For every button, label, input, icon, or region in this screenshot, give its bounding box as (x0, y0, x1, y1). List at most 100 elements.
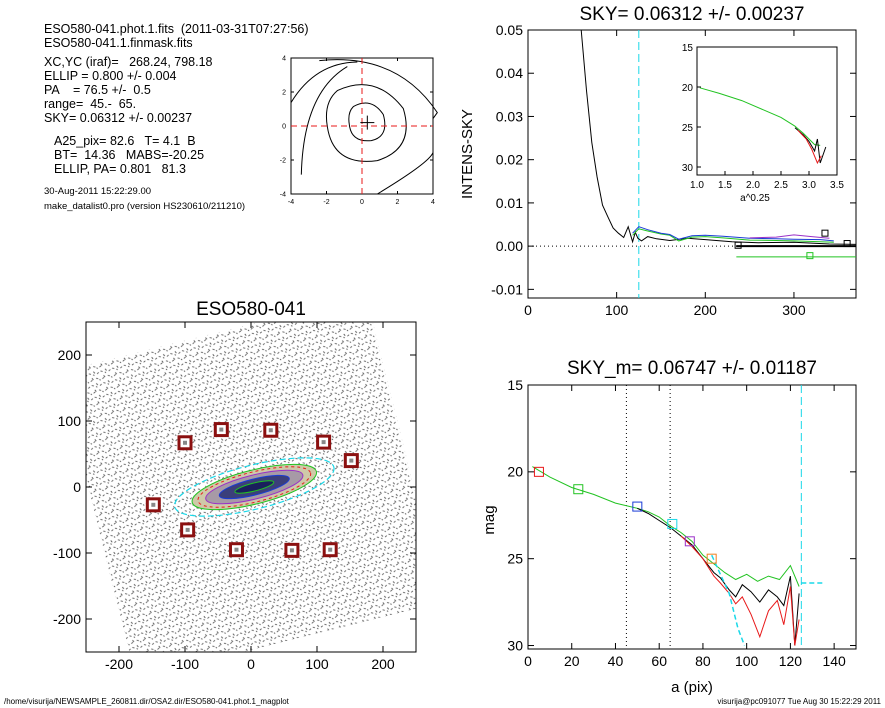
inset-xtick-label: 3.0 (802, 180, 816, 191)
sky-box-center (289, 548, 294, 553)
profile-xtick-label: 200 (694, 302, 718, 318)
info-line-bt: BT= 14.36 MABS=-20.25 (54, 148, 205, 162)
contour-line (300, 66, 348, 175)
mag-marker-cyan (667, 518, 678, 529)
mag-marker-orange (706, 553, 717, 564)
mag-title: SKY_m= 0.06747 +/- 0.01187 (567, 358, 817, 379)
info-line-a25: A25_pix= 82.6 T= 4.1 B (54, 134, 196, 148)
mag-xtick-label: 60 (651, 653, 667, 669)
inset-xtick-label: 2.0 (746, 180, 760, 191)
profile-ytick-label: 0.02 (496, 152, 523, 168)
mag-xtick-label: 40 (608, 653, 624, 669)
profile-ytick-label: 0.01 (496, 195, 523, 211)
galaxy-core (234, 480, 275, 494)
mag-xtick-label: 120 (779, 653, 803, 669)
sky-box-center (234, 547, 239, 552)
info-program: make_datalist0.pro (version HS230610/211… (44, 201, 246, 212)
mag-xtick-label: 140 (822, 653, 846, 669)
contour-ytick-label: 4 (282, 55, 286, 62)
info-date: 30-Aug-2011 15:22:29.00 (44, 186, 152, 197)
profile-series-green (632, 228, 834, 243)
profile-ytick-label: 0.03 (496, 108, 523, 124)
inset-xtick-label: 3.5 (830, 180, 844, 191)
inset-xlabel: a^0.25 (740, 193, 770, 204)
galaxy-aperture-inner (197, 466, 312, 508)
contour-xtick-label: -4 (288, 199, 294, 206)
sky-box-center (219, 427, 224, 432)
info-line-ellip-pa: ELLIP, PA= 0.801 81.3 (54, 162, 186, 176)
inset-series-red (797, 129, 822, 165)
info-line-sky: SKY= 0.06312 +/- 0.00237 (44, 111, 193, 125)
sky-box-center (151, 502, 156, 507)
profile-marker-black (821, 229, 829, 237)
mag-cyan-dashed (711, 554, 746, 646)
profile-ytick-label: 0.00 (496, 238, 523, 254)
info-line-center: XC,YC (iraf)= 268.24, 798.18 (44, 55, 213, 69)
mag-ytick-label: 15 (507, 377, 523, 393)
inset-ytick-label: 15 (682, 43, 694, 54)
image-xtick-label: -100 (171, 656, 199, 672)
contour-chart: -4 -2 0 2 4 -4 -2 0 2 4 (280, 55, 438, 206)
info-line-pa: PA = 76.5 +/- 0.5 (44, 83, 151, 97)
image-ytick-label: -200 (53, 611, 81, 627)
mag-marker-blue (632, 501, 643, 512)
mag-ylabel: mag (481, 505, 498, 534)
sky-box-center (321, 440, 326, 445)
contour-xtick-label: 4 (431, 199, 435, 206)
profile-xtick-label: 0 (524, 302, 532, 318)
contour-line (319, 59, 438, 119)
mag-series-black (637, 507, 800, 646)
inset-ytick-label: 20 (682, 83, 694, 94)
image-xtick-label: 100 (305, 656, 329, 672)
info-block: ESO580-041.phot.1.fits (2011-03-31T07:27… (44, 22, 309, 213)
image-xtick-label: 200 (371, 656, 395, 672)
profile-xtick-label: 300 (782, 302, 806, 318)
info-line-mask: ESO580-041.1.finmask.fits (44, 36, 193, 50)
sky-box-center (349, 458, 354, 463)
profile-ylabel: INTENS-SKY (459, 109, 476, 199)
image-xtick-label: 0 (247, 656, 255, 672)
contour-ytick-label: 2 (282, 89, 286, 96)
contour-ytick-label: -2 (280, 157, 286, 164)
galaxy-aperture (173, 457, 335, 517)
contour-line (348, 102, 386, 142)
mag-series-red (680, 535, 800, 646)
mag-xtick-label: 0 (524, 653, 532, 669)
footer-user: visurija@pc091077 Tue Aug 30 15:22:29 20… (717, 697, 881, 706)
sky-box-center (185, 527, 190, 532)
sky-box-center (328, 547, 333, 552)
sky-box-center (268, 428, 273, 433)
image-ytick-label: 0 (73, 479, 81, 495)
profile-marker-green (806, 252, 814, 260)
mag-xlabel: a (pix) (671, 679, 713, 696)
mag-marker-red (533, 466, 544, 477)
info-line-range: range= 45.- 65. (44, 97, 137, 111)
profile-ytick-label: 0.04 (496, 65, 523, 81)
inset-ytick-label: 25 (682, 123, 694, 134)
mag-xtick-label: 100 (735, 653, 759, 669)
mag-marker-purple (684, 536, 695, 547)
info-line-file: ESO580-041.phot.1.fits (2011-03-31T07:27… (44, 22, 309, 36)
contour-line (325, 84, 407, 162)
inset-series-green (699, 87, 821, 146)
mag-xtick-label: 80 (695, 653, 711, 669)
sky-profile-chart: SKY= 0.06312 +/- 0.00237 INTENS-SKY 0 100 20… (459, 4, 857, 318)
image-title: ESO580-041 (196, 299, 306, 320)
mag-marker-green (573, 484, 584, 495)
inset-xtick-label: 2.5 (774, 180, 788, 191)
mag-frame (527, 384, 857, 650)
contour-xtick-label: 0 (360, 199, 364, 206)
contour-xtick-label: 2 (396, 199, 400, 206)
image-content (86, 322, 416, 652)
mag-series-green (532, 466, 800, 587)
profile-marker-black (734, 241, 742, 249)
contour-ytick-label: 0 (282, 123, 286, 130)
inset-xtick-label: 1.0 (690, 180, 704, 191)
sky-box-center (183, 440, 187, 445)
profile-marker-black (843, 240, 851, 248)
contour-ytick-label: -4 (280, 191, 286, 198)
image-ytick-label: 200 (58, 347, 82, 363)
profile-title: SKY= 0.06312 +/- 0.00237 (579, 4, 804, 25)
mag-profile-chart: SKY_m= 0.06747 +/- 0.01187 mag a (pix) 0 20 4… (481, 358, 857, 696)
